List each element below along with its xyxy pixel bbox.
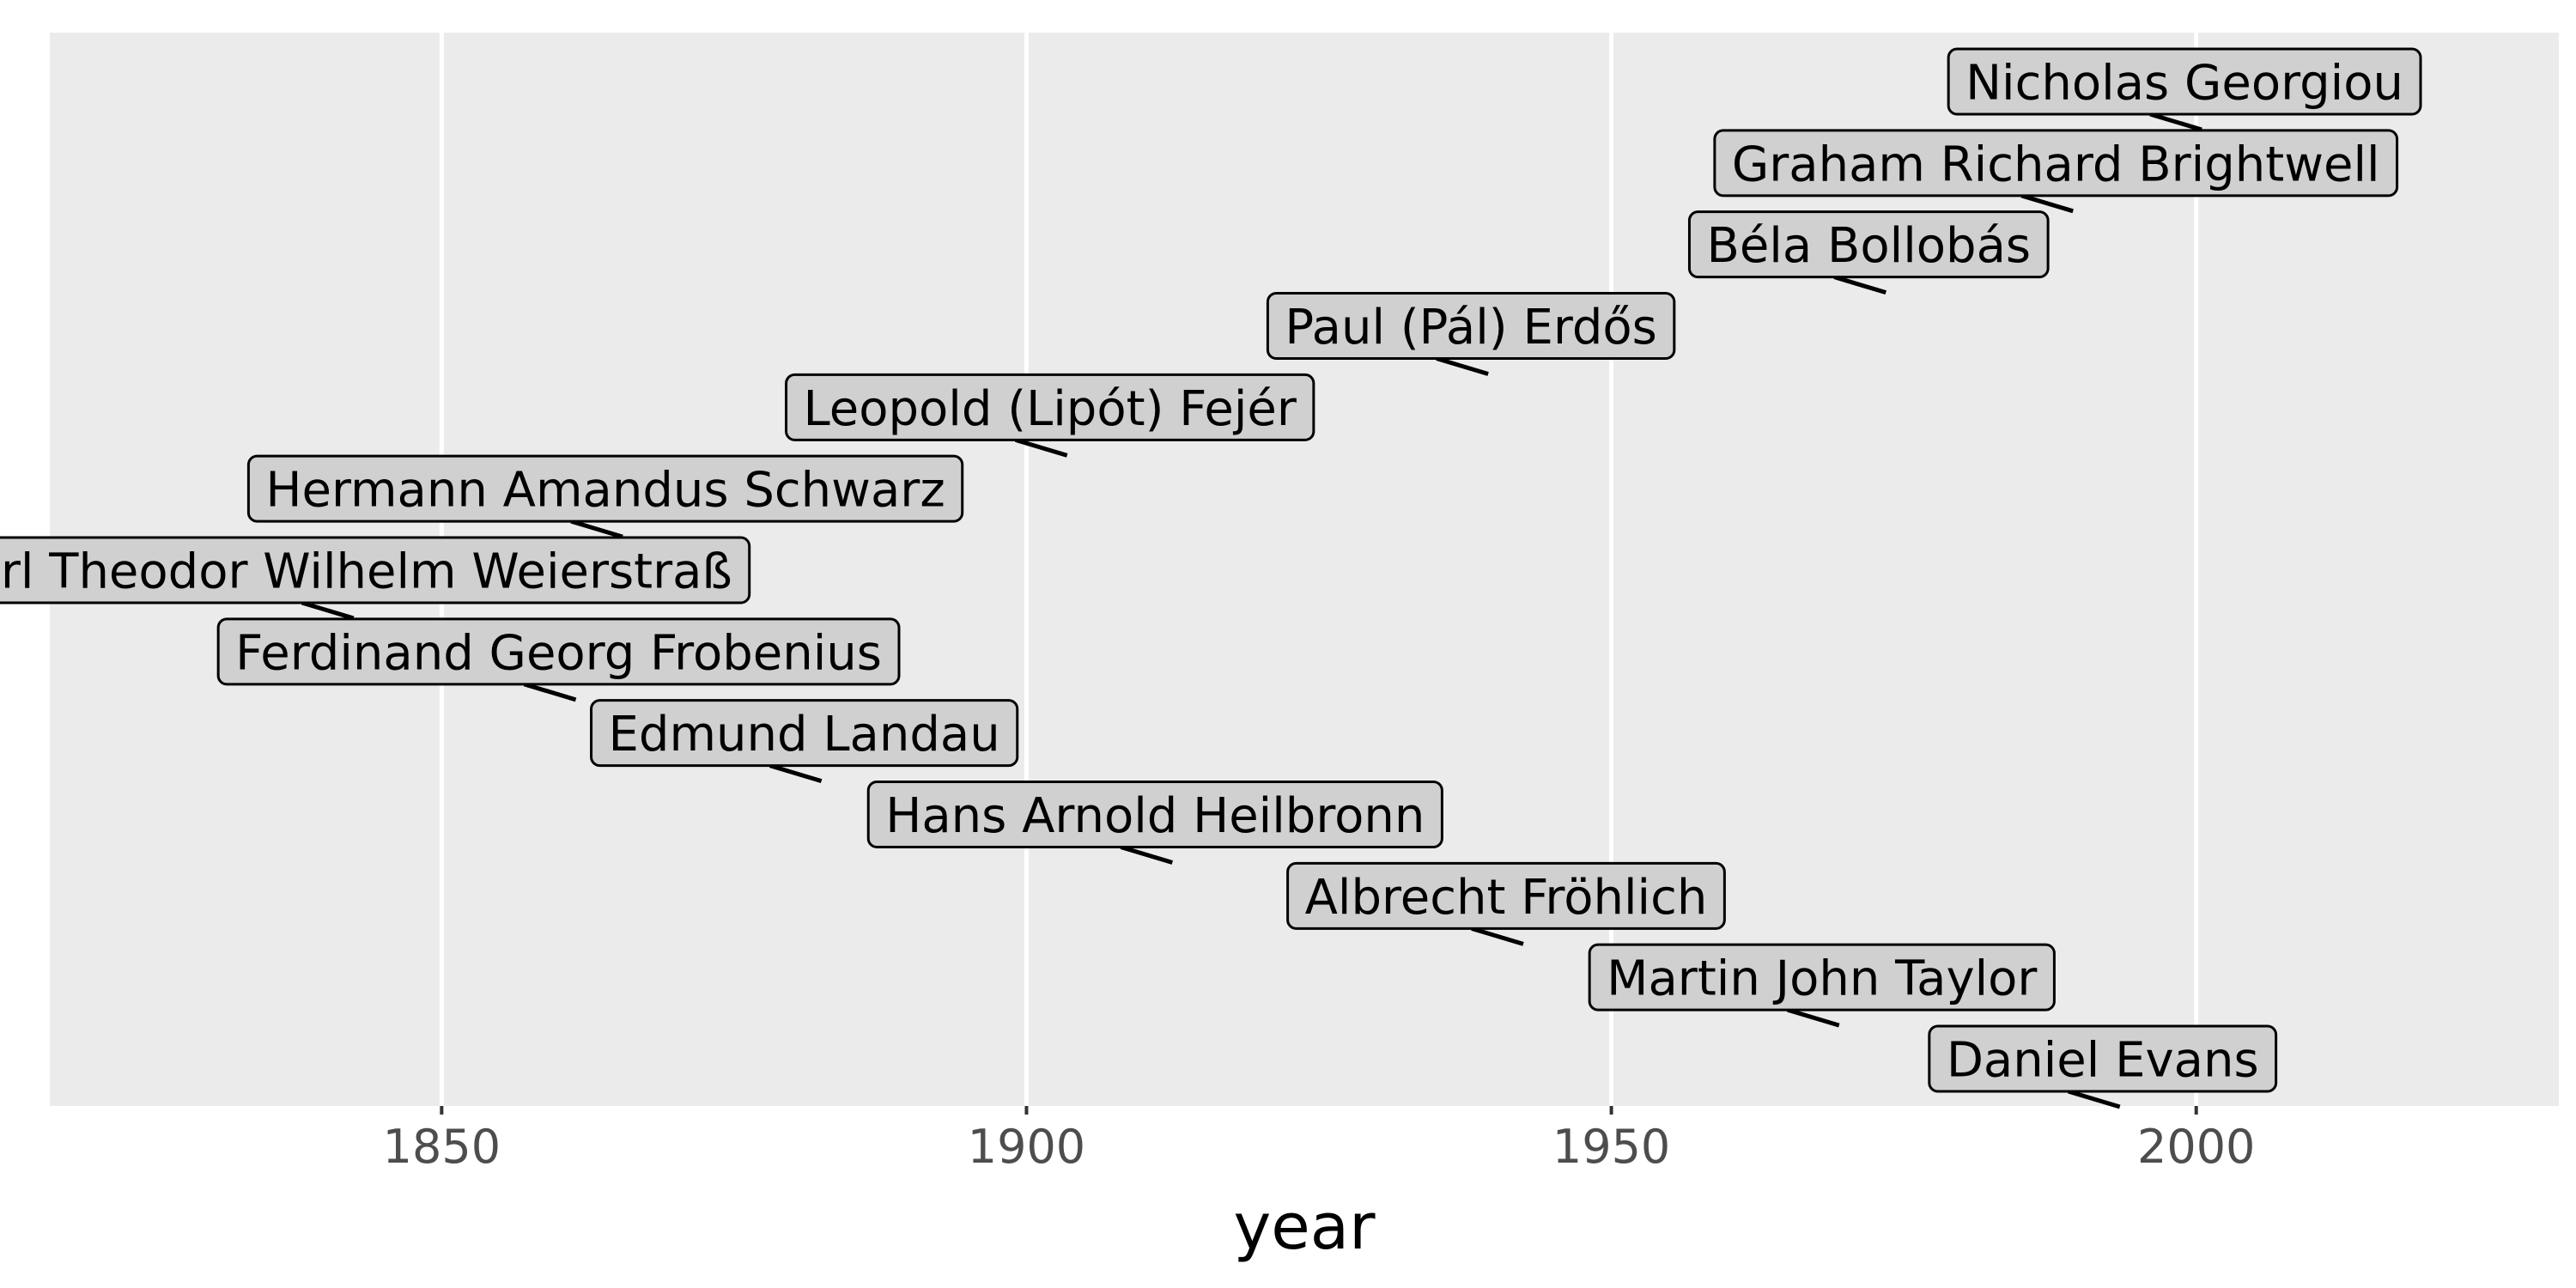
label-box: Daniel Evans [1928, 1024, 2278, 1093]
label-box: Paul (Pál) Erdős [1266, 292, 1676, 360]
tick-label-1900: 1900 [968, 1120, 1085, 1174]
name-label: Daniel Evans [1947, 1033, 2259, 1089]
label-box: Leopold (Lipót) Fejér [785, 373, 1315, 441]
name-label: Leopold (Lipót) Fejér [804, 381, 1297, 437]
label-background [866, 781, 1443, 848]
label-background [0, 536, 751, 605]
label-box: Albrecht Fröhlich [1286, 861, 1726, 930]
label-background [1687, 210, 2050, 279]
label-box: Hermann Amandus Schwarz [246, 454, 964, 523]
connector-segment [1436, 356, 1489, 376]
name-label: Albrecht Fröhlich [1305, 870, 1708, 926]
connector-segment [2149, 112, 2202, 132]
label-background [785, 373, 1315, 441]
label-background [216, 617, 901, 686]
connector-segment [523, 682, 577, 702]
connector-segment [1833, 275, 1886, 295]
label-box: Edmund Landau [590, 699, 1019, 768]
label-box: Béla Bollobás [1687, 210, 2050, 279]
label-box: Nicholas Georgiou [1947, 47, 2422, 116]
label-background [1947, 47, 2422, 116]
x-axis-ticks: 1850 1900 1950 2000 [383, 1106, 2255, 1174]
connector-segment [2068, 1089, 2121, 1109]
tick-label-1950: 1950 [1552, 1120, 1670, 1174]
label-background [590, 699, 1019, 768]
label-background [1928, 1024, 2278, 1093]
connector-segment [1014, 437, 1068, 458]
name-label: Ferdinand Georg Frobenius [235, 625, 882, 681]
label-box: Graham Richard Brightwell [1713, 129, 2399, 197]
connector-segment [769, 763, 823, 784]
name-label: Nicholas Georgiou [1965, 56, 2403, 112]
name-labels: Daniel Evans Martin John Taylor Albrecht F… [0, 47, 2422, 1093]
label-background [1588, 943, 2056, 1012]
label-background [1266, 292, 1676, 360]
connector-segment [1471, 926, 1524, 946]
name-label: Hermann Amandus Schwarz [265, 463, 945, 519]
connector-segment [1787, 1007, 1840, 1028]
connector-segment [2020, 193, 2074, 214]
label-box: Hans Arnold Heilbronn [866, 781, 1443, 848]
label-box: Ferdinand Georg Frobenius [216, 617, 901, 686]
x-axis-title: year [1233, 1190, 1376, 1264]
name-label: Hans Arnold Heilbronn [885, 788, 1425, 844]
label-box: Karl Theodor Wilhelm Weierstraß [0, 536, 751, 605]
name-label: Graham Richard Brightwell [1732, 137, 2380, 192]
name-label: Martin John Taylor [1607, 951, 2038, 1007]
label-background [246, 454, 964, 523]
connector-segments [301, 112, 2202, 1109]
name-label: Béla Bollobás [1706, 218, 2031, 274]
name-label: Paul (Pál) Erdős [1285, 300, 1656, 355]
connector-segment [1120, 845, 1174, 865]
label-box: Martin John Taylor [1588, 943, 2056, 1012]
tick-label-2000: 2000 [2137, 1120, 2255, 1174]
name-label: Karl Theodor Wilhelm Weierstraß [0, 544, 732, 600]
connector-segment [301, 600, 355, 621]
name-label: Edmund Landau [609, 707, 1000, 762]
tick-label-1850: 1850 [383, 1120, 501, 1174]
label-background [1286, 861, 1726, 930]
connector-segment [570, 519, 623, 539]
label-background [1713, 129, 2399, 197]
